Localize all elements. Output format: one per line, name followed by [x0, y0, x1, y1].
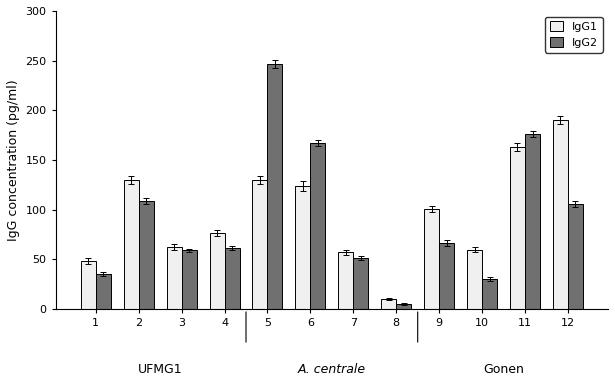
Bar	[568, 204, 583, 309]
Bar	[510, 147, 525, 309]
Bar	[311, 143, 325, 309]
Bar	[252, 180, 268, 309]
Text: UFMG1: UFMG1	[138, 363, 183, 376]
Bar	[81, 261, 96, 309]
Bar	[268, 64, 282, 309]
Bar	[338, 253, 353, 309]
Bar	[525, 134, 540, 309]
Legend: IgG1, IgG2: IgG1, IgG2	[546, 17, 603, 52]
Bar	[181, 250, 197, 309]
Bar	[467, 250, 482, 309]
Bar	[424, 209, 439, 309]
Bar	[167, 247, 181, 309]
Bar	[96, 274, 111, 309]
Text: Gonen: Gonen	[483, 363, 524, 376]
Y-axis label: IgG concentration (pg/ml): IgG concentration (pg/ml)	[7, 79, 20, 241]
Bar	[295, 186, 311, 309]
Bar	[381, 299, 396, 309]
Bar	[353, 259, 368, 309]
Bar	[124, 180, 139, 309]
Bar	[139, 201, 154, 309]
Bar	[482, 279, 497, 309]
Bar	[224, 248, 240, 309]
Bar	[553, 120, 568, 309]
Bar	[396, 304, 411, 309]
Bar	[439, 242, 454, 309]
Bar	[210, 233, 224, 309]
Text: A. centrale: A. centrale	[298, 363, 366, 376]
